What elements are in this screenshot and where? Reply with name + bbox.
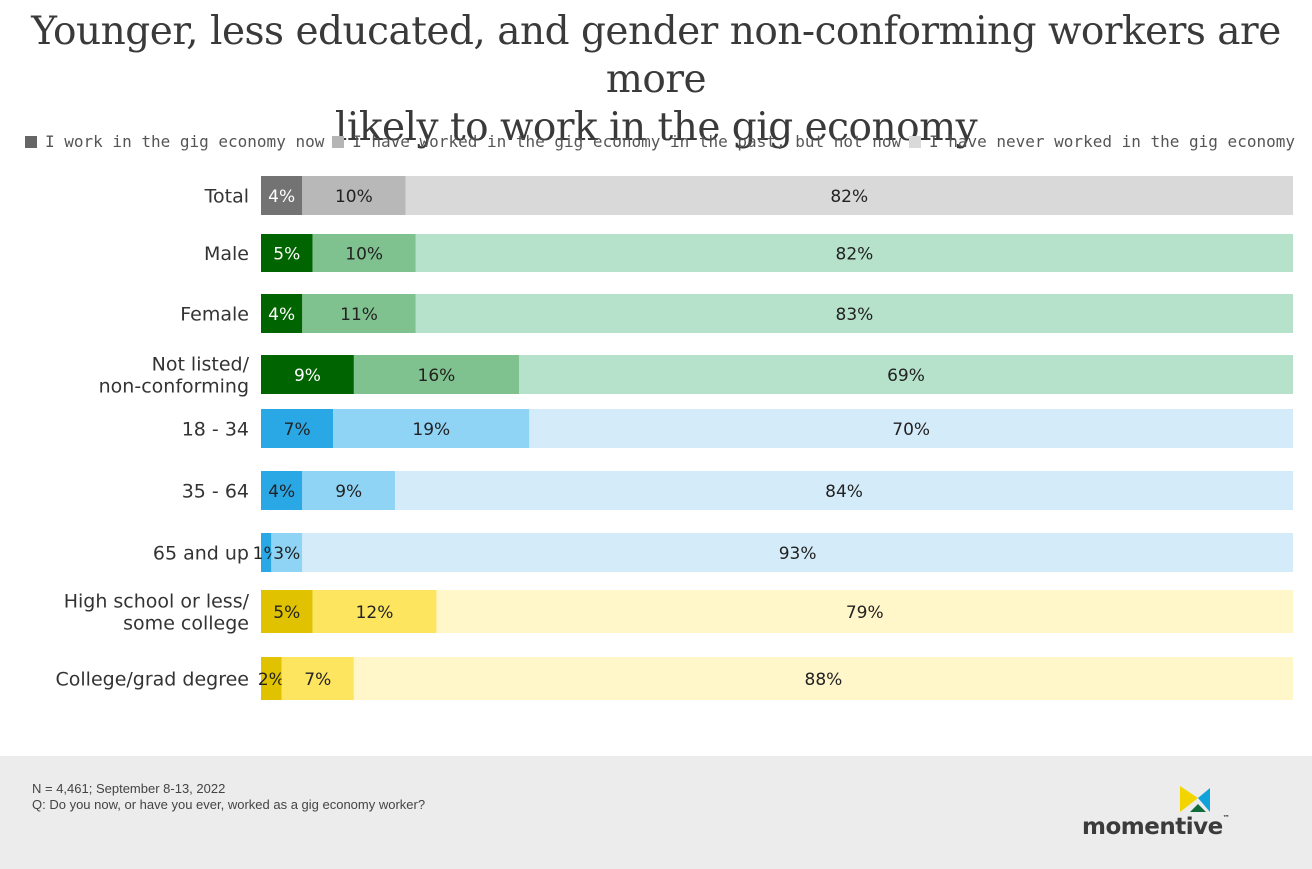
logo-mark-green <box>1190 804 1206 812</box>
legend-swatch-never <box>908 135 921 148</box>
legend-item-current: I work in the gig economy now <box>25 132 324 151</box>
footnote-question: Q: Do you now, or have you ever, worked … <box>32 797 426 812</box>
category-label: Total <box>204 186 249 208</box>
category-label-line: 65 and up <box>153 543 249 565</box>
logo-mark-yellow <box>1180 786 1198 812</box>
category-label-line: Total <box>204 186 249 208</box>
data-label: 5% <box>273 245 300 265</box>
legend-item-past: I have worked in the gig economy in the … <box>332 132 901 151</box>
data-label: 83% <box>836 305 874 325</box>
legend-swatch-past <box>332 135 345 148</box>
bar-segment <box>395 471 1293 510</box>
bar-segment <box>312 590 437 633</box>
data-label: 4% <box>268 187 295 207</box>
data-label: 4% <box>268 305 295 325</box>
data-label: 10% <box>335 187 373 207</box>
legend-label-current: I work in the gig economy now <box>45 132 325 151</box>
data-label: 7% <box>284 420 311 440</box>
logo-mark-icon <box>1180 786 1210 812</box>
category-label: 65 and up <box>153 543 249 565</box>
bar-segment <box>333 409 530 448</box>
category-label-line: High school or less/ <box>64 591 250 613</box>
bar-segment <box>261 409 334 448</box>
data-label: 11% <box>340 305 378 325</box>
category-label: 35 - 64 <box>182 481 249 503</box>
data-label: 7% <box>304 670 331 690</box>
bar-segment <box>261 176 303 215</box>
legend-label-never: I have never worked in the gig economy <box>928 132 1295 151</box>
category-label: High school or less/some college <box>64 591 250 635</box>
bar-segment <box>271 533 303 572</box>
bar-segment <box>519 355 1293 394</box>
chart-title-line-2: likely to work in the gig economy <box>334 105 978 150</box>
bar-segment <box>529 409 1293 448</box>
chart-title-line-1: Younger, less educated, and gender non-c… <box>31 9 1281 102</box>
data-label: 2% <box>258 670 285 690</box>
bar-segment <box>261 234 313 272</box>
bar-segment <box>302 176 406 215</box>
bar-segment <box>261 657 282 700</box>
bar-segment <box>281 657 354 700</box>
category-label: Male <box>204 243 249 265</box>
logo-word: momentive <box>1082 814 1223 840</box>
category-label-line: Not listed/ <box>152 354 250 376</box>
momentive-logo: momentive™ <box>1082 784 1232 844</box>
bar-segment <box>436 590 1293 633</box>
footnote-sample: N = 4,461; September 8-13, 2022 <box>32 781 226 796</box>
category-label-line: 18 - 34 <box>182 419 249 441</box>
data-label: 79% <box>846 603 884 623</box>
category-label: Female <box>180 304 249 326</box>
category-label-line: Female <box>180 304 249 326</box>
data-label: 69% <box>887 366 925 386</box>
data-label: 93% <box>779 544 817 564</box>
footnote: N = 4,461; September 8-13, 2022 Q: Do yo… <box>32 781 425 813</box>
footer: N = 4,461; September 8-13, 2022 Q: Do yo… <box>0 756 1312 869</box>
data-label: 19% <box>412 420 450 440</box>
logo-tm: ™ <box>1222 814 1230 822</box>
bar-segment <box>415 294 1293 333</box>
data-label: 12% <box>356 603 394 623</box>
legend-swatch-current <box>25 135 37 148</box>
legend-item-never: I have never worked in the gig economy <box>908 132 1295 151</box>
bar-segment <box>261 533 272 572</box>
bar-segment <box>415 234 1293 272</box>
category-label-line: 35 - 64 <box>182 481 249 503</box>
data-label: 10% <box>345 245 383 265</box>
data-label: 88% <box>805 670 843 690</box>
data-label: 82% <box>836 245 874 265</box>
bar-segment <box>302 533 1293 572</box>
bar-segment <box>302 471 396 510</box>
category-label: College/grad degree <box>56 669 250 691</box>
data-label: 70% <box>892 420 930 440</box>
chart-title: Younger, less educated, and gender non-c… <box>0 8 1312 152</box>
data-label: 16% <box>418 366 456 386</box>
bar-segment <box>261 471 303 510</box>
logo-mark-blue <box>1198 788 1210 812</box>
category-label-line: some college <box>123 613 249 635</box>
data-label: 9% <box>335 482 362 502</box>
category-label-line: College/grad degree <box>56 669 250 691</box>
data-label: 4% <box>268 482 295 502</box>
data-label: 9% <box>294 366 321 386</box>
logo-wordmark: momentive™ <box>1082 814 1230 840</box>
bar-segment <box>353 657 1293 700</box>
category-label-line: Male <box>204 243 249 265</box>
bar-segment <box>405 176 1294 215</box>
bar-segment <box>302 294 416 333</box>
data-label: 84% <box>825 482 863 502</box>
bar-segment <box>312 234 416 272</box>
category-label: Not listed/non-conforming <box>99 354 250 398</box>
bar-segment <box>353 355 519 394</box>
stacked-bar-chart: Total 4% 10% 82% Male 5% 10% 82% Female 4% 11% 83% N… <box>56 176 1294 700</box>
category-label-line: non-conforming <box>99 376 249 398</box>
data-label: 3% <box>273 544 300 564</box>
data-label: 5% <box>273 603 300 623</box>
data-label: 82% <box>830 187 868 207</box>
legend-label-past: I have worked in the gig economy in the … <box>352 132 902 151</box>
bar-segment <box>261 590 313 633</box>
bar-segment <box>261 355 354 394</box>
bar-segment <box>261 294 303 333</box>
category-label: 18 - 34 <box>182 419 249 441</box>
legend: I work in the gig economy now I have wor… <box>25 132 1295 151</box>
